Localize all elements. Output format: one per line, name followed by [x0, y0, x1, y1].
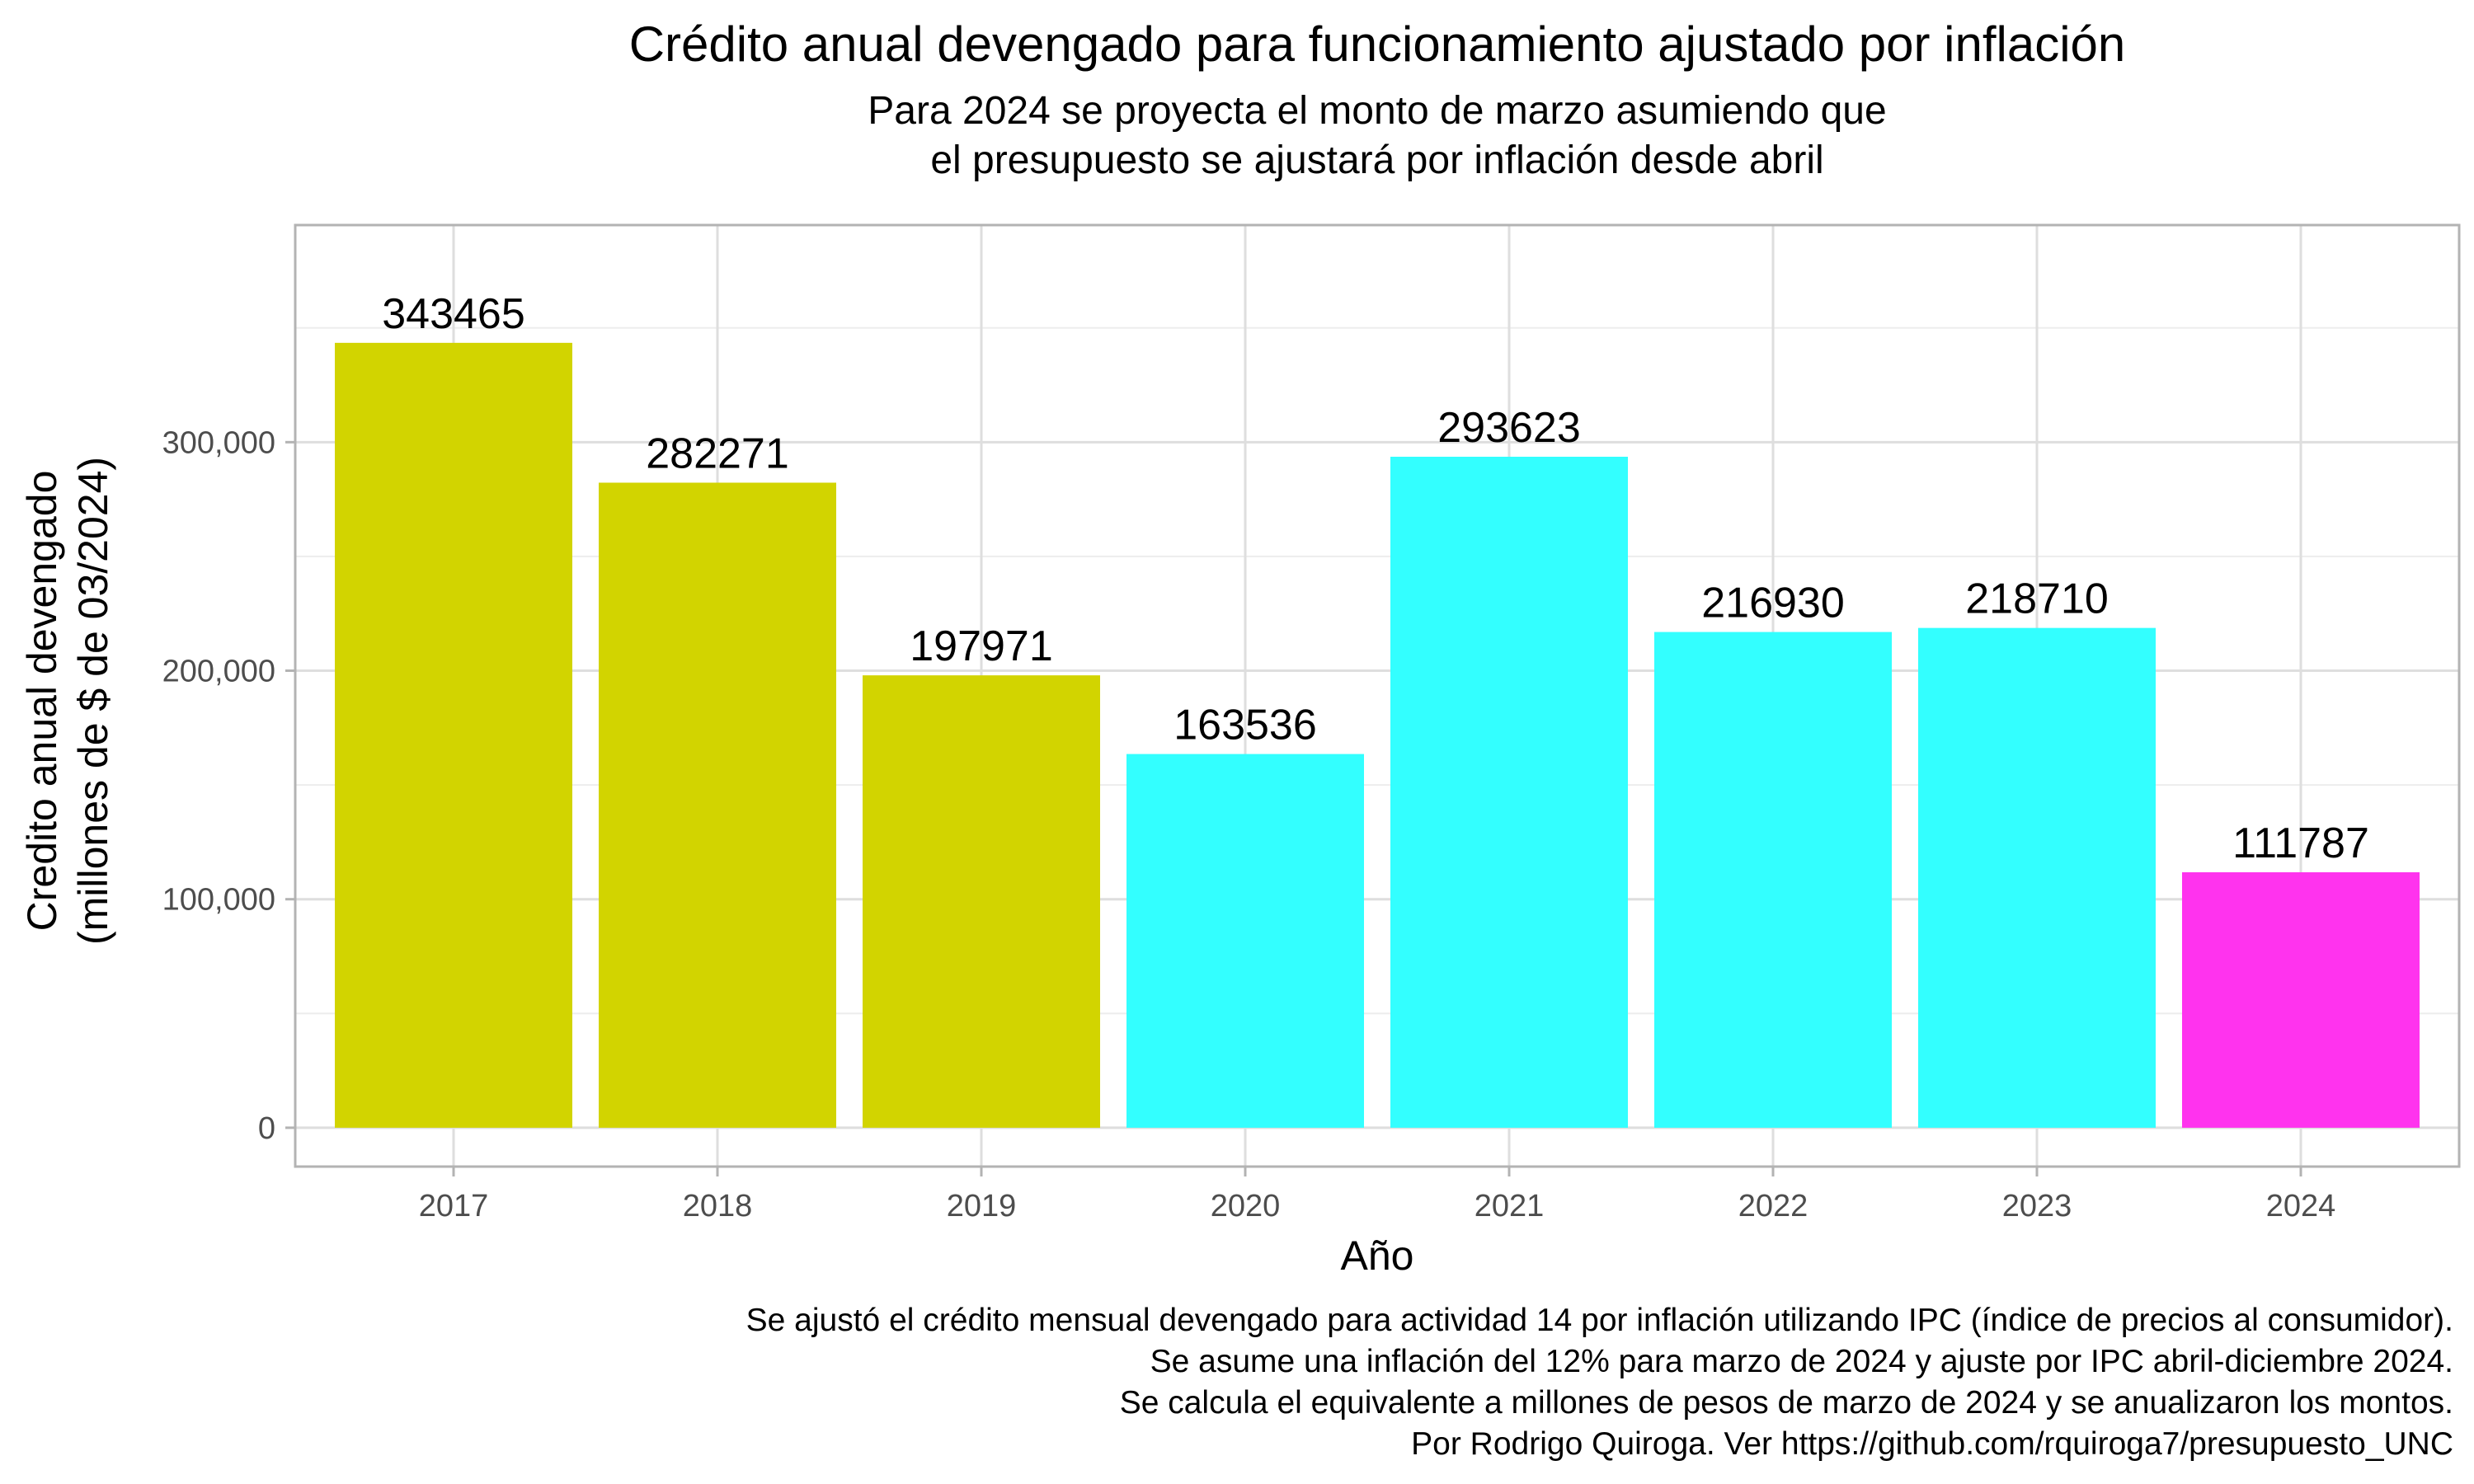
data-labels: 343465 282271 197971 163536 293623 216930 2187… [382, 290, 2369, 867]
y-tick-label: 200,000 [162, 655, 275, 689]
caption-line-1: Se ajustó el crédito mensual devengado p… [746, 1303, 2453, 1338]
data-label-2023: 218710 [1965, 575, 2109, 623]
data-label-2021: 293623 [1437, 404, 1581, 452]
caption-line-2: Se asume una inflación del 12% para marz… [1150, 1344, 2453, 1379]
data-label-2019: 197971 [910, 622, 1053, 670]
chart-subtitle-line-1: Para 2024 se proyecta el monto de marzo … [868, 89, 1886, 133]
x-tick-label: 2020 [1211, 1189, 1281, 1223]
y-tick-label: 0 [258, 1111, 275, 1146]
x-tick-label: 2019 [947, 1189, 1017, 1223]
bar-2021 [1390, 457, 1628, 1128]
chart-title: Crédito anual devengado para funcionamie… [629, 16, 2126, 72]
data-label-2024: 111787 [2232, 819, 2369, 867]
x-axis-ticks: 2017 2018 2019 2020 2021 2022 2023 2024 [419, 1167, 2336, 1223]
x-tick-label: 2021 [1475, 1189, 1545, 1223]
data-label-2022: 216930 [1701, 580, 1845, 627]
x-tick-label: 2024 [2266, 1189, 2336, 1223]
caption-line-3: Se calcula el equivalente a millones de … [1120, 1385, 2453, 1421]
bar-2019 [863, 675, 1100, 1128]
x-axis-title: Año [1341, 1233, 1414, 1279]
x-tick-label: 2023 [2002, 1189, 2072, 1223]
bar-2023 [1918, 627, 2156, 1128]
bar-2017 [335, 342, 572, 1128]
y-tick-label: 300,000 [162, 425, 275, 460]
caption-line-4: Por Rodrigo Quiroga. Ver https://github.… [1411, 1426, 2453, 1462]
chart-subtitle-line-2: el presupuesto se ajustará por inflación… [930, 139, 1823, 182]
x-tick-label: 2022 [1738, 1189, 1808, 1223]
y-axis-ticks: 0 100,000 200,000 300,000 [162, 425, 295, 1146]
bar-2018 [599, 482, 836, 1128]
bar-2024 [2182, 872, 2420, 1128]
panel-border [294, 223, 2461, 1168]
y-axis-title-line-1: Credito anual devengado [19, 471, 65, 932]
y-axis-title-line-2: (millones de $ de 03/2024) [70, 457, 116, 945]
bar-2020 [1126, 754, 1364, 1128]
y-tick-label: 100,000 [162, 883, 275, 918]
x-tick-label: 2018 [683, 1189, 753, 1223]
data-label-2020: 163536 [1174, 702, 1317, 749]
data-label-2018: 282271 [646, 430, 789, 477]
x-tick-label: 2017 [419, 1189, 489, 1223]
bar-2022 [1654, 632, 1892, 1128]
data-label-2017: 343465 [382, 290, 525, 338]
bars [335, 342, 2420, 1128]
